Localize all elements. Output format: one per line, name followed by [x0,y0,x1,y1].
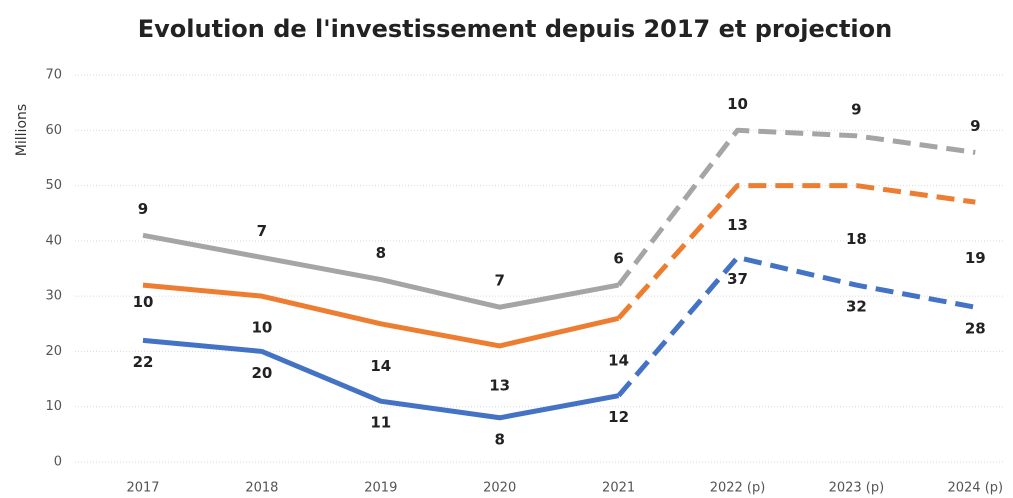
data-label: 10 [251,318,272,336]
data-label: 9 [138,200,148,218]
data-label: 7 [257,222,267,240]
data-label: 11 [370,414,391,432]
data-label: 20 [251,364,272,382]
y-tick-label: 20 [45,344,62,359]
x-tick-label: 2018 [245,481,278,496]
series-line [142,282,620,349]
y-tick-label: 30 [45,289,62,304]
data-label: 8 [494,430,504,448]
x-tick-label: 2024 (p) [947,481,1003,496]
projection-line [616,127,976,287]
data-label: 14 [370,357,391,375]
data-label: 10 [727,95,748,113]
y-tick-label: 70 [45,68,62,83]
data-label: 22 [133,353,154,371]
series-line [142,232,620,310]
data-label: 32 [846,298,867,316]
data-label: 28 [965,320,986,338]
x-tick-label: 2020 [483,481,516,496]
data-label: 8 [376,244,386,262]
data-label: 9 [851,100,861,118]
data-label: 18 [846,230,867,248]
x-tick-label: 2021 [602,481,635,496]
projection-line [616,183,976,320]
data-label: 14 [608,351,629,369]
data-label: 12 [608,408,629,426]
y-tick-label: 10 [45,399,62,414]
y-tick-label: 40 [45,233,62,248]
x-tick-label: 2019 [364,481,397,496]
data-label: 6 [613,250,623,268]
data-label: 9 [970,117,980,135]
y-tick-label: 0 [54,455,62,470]
data-label: 13 [727,216,748,234]
data-label: 19 [965,249,986,267]
x-tick-label: 2023 (p) [829,481,885,496]
data-label: 7 [494,272,504,290]
chart-title: Evolution de l'investissement depuis 201… [138,15,892,43]
y-axis-label: Millions [14,104,30,156]
x-tick-label: 2017 [126,481,159,496]
data-label: 37 [727,270,748,288]
y-tick-label: 50 [45,178,62,193]
data-label: 10 [133,293,154,311]
projection-line [616,254,976,398]
y-tick-label: 60 [45,123,62,138]
data-label: 13 [489,376,510,394]
x-tick-label: 2022 (p) [710,481,766,496]
series-line [142,337,620,421]
